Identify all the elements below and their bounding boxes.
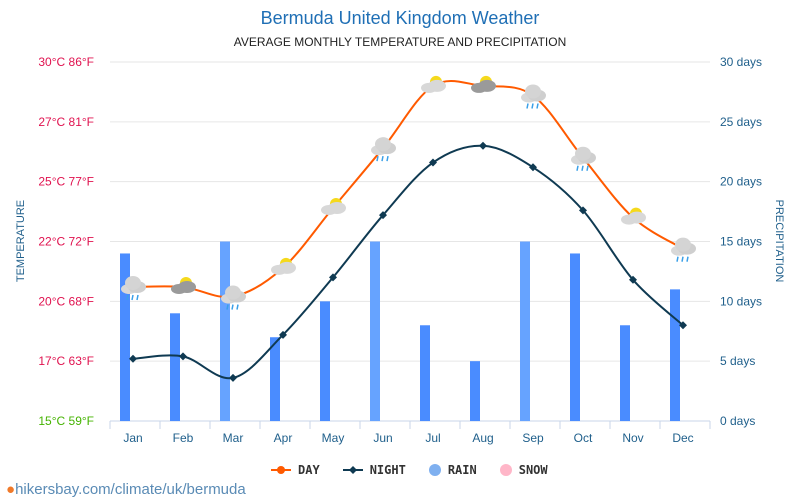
left-tick-label: 20°C 68°F: [38, 294, 94, 308]
chart-title: Bermuda United Kingdom Weather: [260, 8, 540, 28]
left-tick-label: 30°C 86°F: [38, 55, 94, 69]
rain-bar: [270, 337, 280, 421]
legend-day-label: DAY: [298, 463, 320, 477]
sun-cloud-grey-weather-icon: [471, 75, 496, 93]
night-point: [129, 354, 137, 363]
day-line: [132, 79, 684, 299]
legend-night[interactable]: NIGHT: [342, 463, 406, 477]
right-tick-label: 25 days: [720, 115, 762, 129]
right-tick-label: 0 days: [720, 414, 755, 428]
left-tick-label: 17°C 63°F: [38, 354, 94, 368]
x-tick-label: Aug: [472, 431, 493, 445]
location-pin-icon: ●: [6, 481, 16, 498]
sun-cloud-weather-icon: [271, 257, 296, 275]
night-point: [279, 330, 287, 339]
rain-bar: [470, 361, 480, 421]
rain-bar: [670, 289, 680, 421]
sun-cloud-grey-weather-icon: [171, 276, 196, 294]
rain-weather-icon: [371, 137, 396, 162]
x-tick-label: Jul: [425, 431, 440, 445]
right-tick-label: 30 days: [720, 55, 762, 69]
x-tick-label: Mar: [223, 431, 244, 445]
legend-night-label: NIGHT: [369, 463, 406, 477]
sun-cloud-weather-icon: [621, 207, 646, 225]
night-point: [529, 163, 537, 172]
legend-snow-label: SNOW: [518, 463, 548, 477]
right-tick-label: 20 days: [720, 175, 762, 189]
night-point: [679, 321, 687, 330]
legend-rain-label: RAIN: [447, 463, 477, 477]
x-tick-label: May: [322, 431, 345, 445]
night-point: [179, 352, 187, 361]
legend-rain[interactable]: RAIN: [428, 463, 477, 477]
rain-bar: [170, 313, 180, 421]
left-tick-label: 22°C 72°F: [38, 235, 94, 249]
left-tick-label: 27°C 81°F: [38, 115, 94, 129]
rain-bar: [120, 253, 130, 421]
sun-cloud-weather-icon: [421, 75, 446, 93]
legend-day[interactable]: DAY: [270, 463, 320, 477]
source-link[interactable]: ●hikersbay.com/climate/uk/bermuda: [6, 481, 246, 498]
source-text: hikersbay.com/climate/uk/bermuda: [15, 481, 246, 498]
x-tick-label: Oct: [574, 431, 593, 445]
x-tick-label: Sep: [522, 431, 544, 445]
rain-weather-icon: [571, 146, 596, 171]
rain-weather-icon: [221, 285, 246, 310]
rain-bar: [370, 241, 380, 421]
sun-cloud-weather-icon: [321, 197, 346, 215]
x-tick-label: Jan: [123, 431, 142, 445]
night-point: [429, 158, 437, 167]
right-tick-label: 5 days: [720, 354, 755, 368]
rain-bar: [620, 325, 630, 421]
x-tick-label: Nov: [622, 431, 643, 445]
x-tick-label: Feb: [173, 431, 194, 445]
left-axis-title: TEMPERATURE: [15, 200, 27, 282]
x-tick-label: Dec: [672, 431, 693, 445]
rain-bar: [570, 253, 580, 421]
rain-bar: [320, 301, 330, 421]
night-point: [379, 211, 387, 220]
night-point: [579, 206, 587, 215]
left-tick-label: 15°C 59°F: [38, 414, 94, 428]
rain-bar: [220, 241, 230, 421]
right-tick-label: 15 days: [720, 235, 762, 249]
x-tick-label: Jun: [373, 431, 392, 445]
rain-bar: [420, 325, 430, 421]
night-point: [629, 275, 637, 284]
legend: DAY NIGHT RAIN SNOW: [270, 463, 548, 477]
x-tick-label: Apr: [274, 431, 293, 445]
right-tick-label: 10 days: [720, 294, 762, 308]
night-point: [329, 273, 337, 282]
chart-subtitle: AVERAGE MONTHLY TEMPERATURE AND PRECIPIT…: [233, 35, 567, 49]
left-tick-label: 25°C 77°F: [38, 175, 94, 189]
night-point: [479, 141, 487, 150]
right-axis-title: PRECIPITATION: [773, 200, 785, 283]
rain-weather-icon: [121, 275, 146, 301]
rain-weather-icon: [521, 84, 546, 109]
rain-weather-icon: [671, 237, 696, 262]
legend-snow[interactable]: SNOW: [499, 463, 548, 477]
rain-bar: [520, 241, 530, 421]
night-point: [229, 373, 237, 382]
